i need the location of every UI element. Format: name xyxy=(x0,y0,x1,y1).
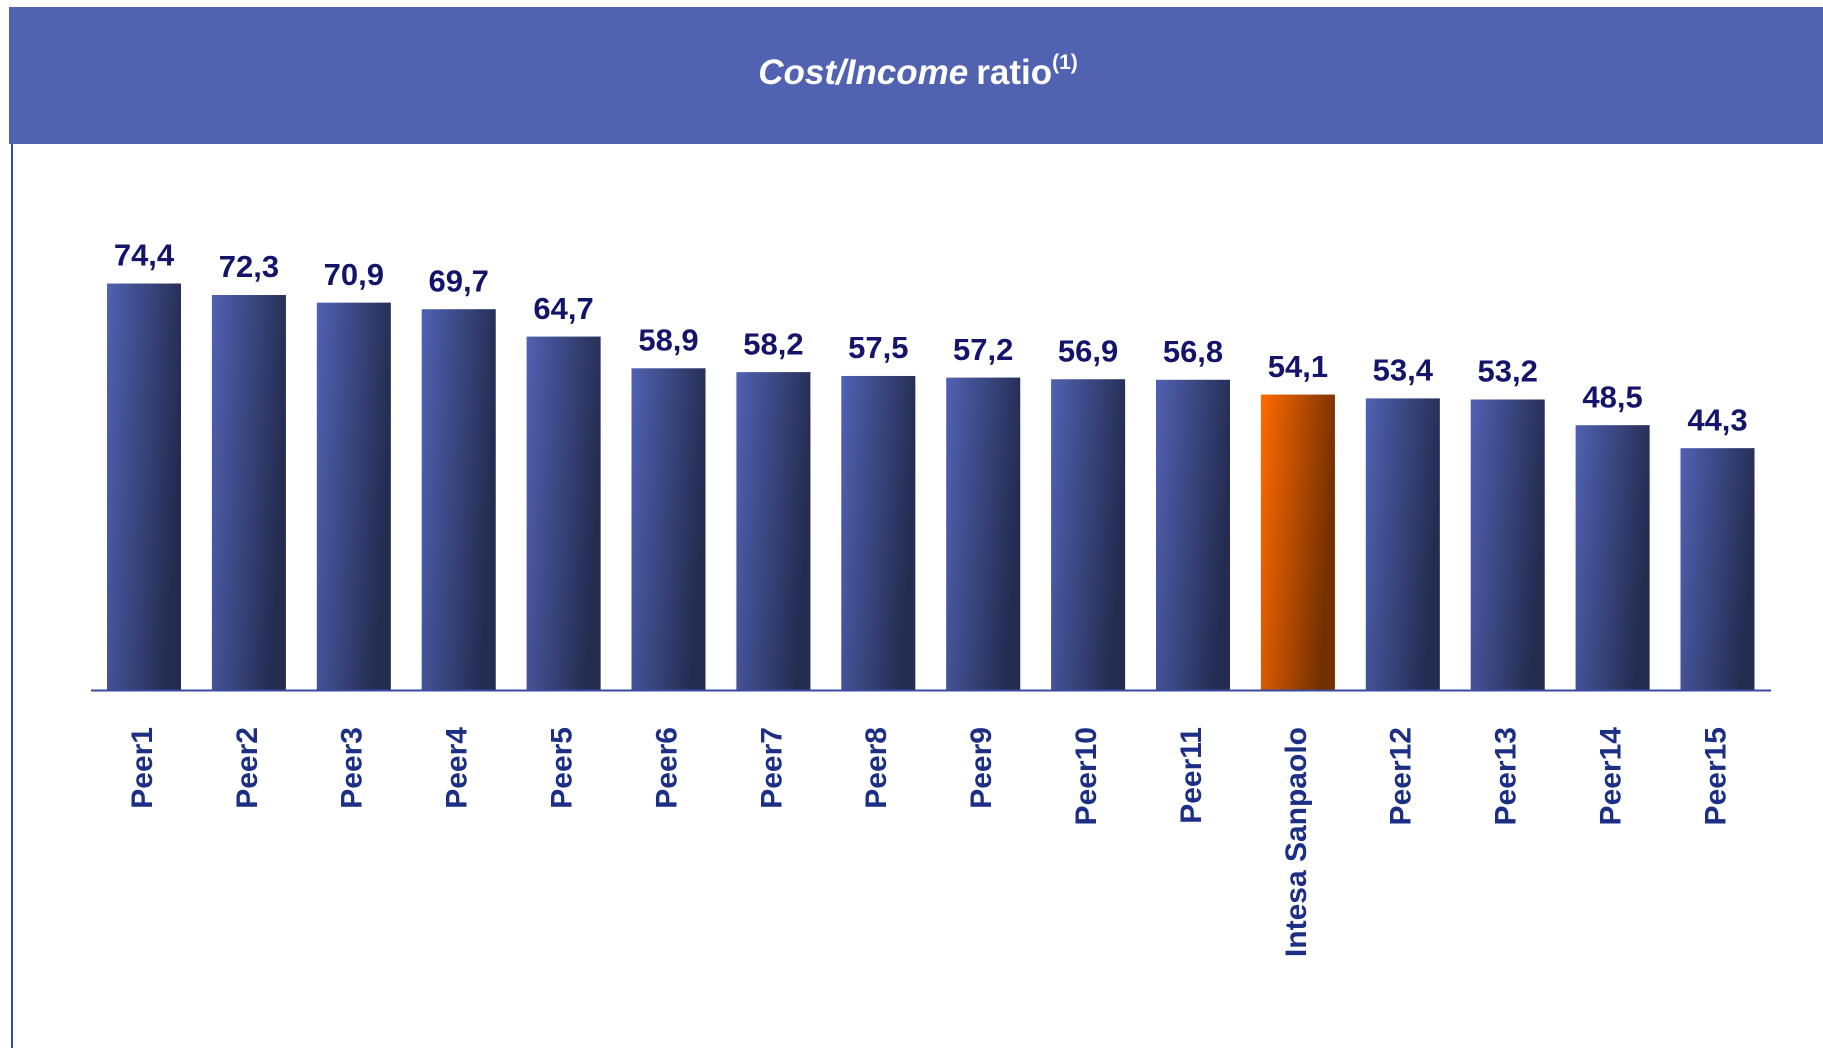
bar-shade xyxy=(421,309,496,691)
x-tick-label: Peer4 xyxy=(441,727,474,809)
value-label: 44,3 xyxy=(1687,402,1747,437)
bar-shade xyxy=(736,372,811,691)
value-label: 57,5 xyxy=(848,330,908,365)
x-tick-label: Intesa Sanpaolo xyxy=(1280,727,1313,957)
title-footnote: (1) xyxy=(1052,51,1078,74)
value-label: 57,2 xyxy=(953,332,1013,367)
value-label: 48,5 xyxy=(1582,379,1642,414)
value-label: 64,7 xyxy=(533,291,593,326)
value-label: 72,3 xyxy=(219,249,279,284)
value-label: 56,8 xyxy=(1163,334,1223,369)
x-tick-label: Peer9 xyxy=(965,727,998,809)
bar-shade xyxy=(1680,448,1755,691)
value-label: 58,9 xyxy=(638,323,698,358)
title-text: ratio xyxy=(976,53,1052,92)
bar-shade xyxy=(1051,379,1126,691)
value-label: 58,2 xyxy=(743,326,803,361)
x-tick-label: Peer13 xyxy=(1490,727,1523,825)
header-band xyxy=(9,7,1823,144)
value-label: 74,4 xyxy=(114,238,175,273)
title-italic: Cost/Income xyxy=(758,53,968,92)
bar-shade xyxy=(107,283,181,691)
x-tick-label: Peer5 xyxy=(546,727,579,809)
value-label: 53,2 xyxy=(1478,354,1538,389)
x-tick-label: Peer1 xyxy=(126,727,159,809)
x-tick-label: Peer8 xyxy=(860,727,893,809)
bar-shade xyxy=(841,375,916,691)
value-label: 54,1 xyxy=(1268,349,1328,384)
bar-shade xyxy=(1365,398,1440,691)
value-label: 53,4 xyxy=(1373,353,1434,388)
chart-title: Cost/Income ratio(1) xyxy=(758,51,1078,93)
x-tick-label: Peer14 xyxy=(1595,727,1628,826)
x-tick-label: Peer11 xyxy=(1175,727,1208,824)
bar-shade xyxy=(1156,379,1230,691)
bar-shade xyxy=(631,368,706,691)
value-label: 56,9 xyxy=(1058,333,1118,368)
x-tick-label: Peer15 xyxy=(1699,727,1732,825)
bar-shade xyxy=(316,302,391,691)
bar-shade xyxy=(1470,399,1545,691)
bar-shade xyxy=(526,336,601,691)
x-tick-label: Peer6 xyxy=(650,727,683,809)
x-tick-label: Peer10 xyxy=(1070,727,1103,825)
x-tick-label: Peer2 xyxy=(231,727,264,809)
value-label: 70,9 xyxy=(324,257,384,292)
x-tick-label: Peer7 xyxy=(755,727,788,809)
bar-shade xyxy=(946,377,1021,691)
bar-shade xyxy=(1575,425,1650,691)
x-tick-label: Peer3 xyxy=(336,727,369,809)
x-tick-label: Peer12 xyxy=(1385,727,1418,825)
bar-shade xyxy=(1260,394,1335,691)
bar-shade xyxy=(211,295,286,691)
value-label: 69,7 xyxy=(429,263,489,298)
